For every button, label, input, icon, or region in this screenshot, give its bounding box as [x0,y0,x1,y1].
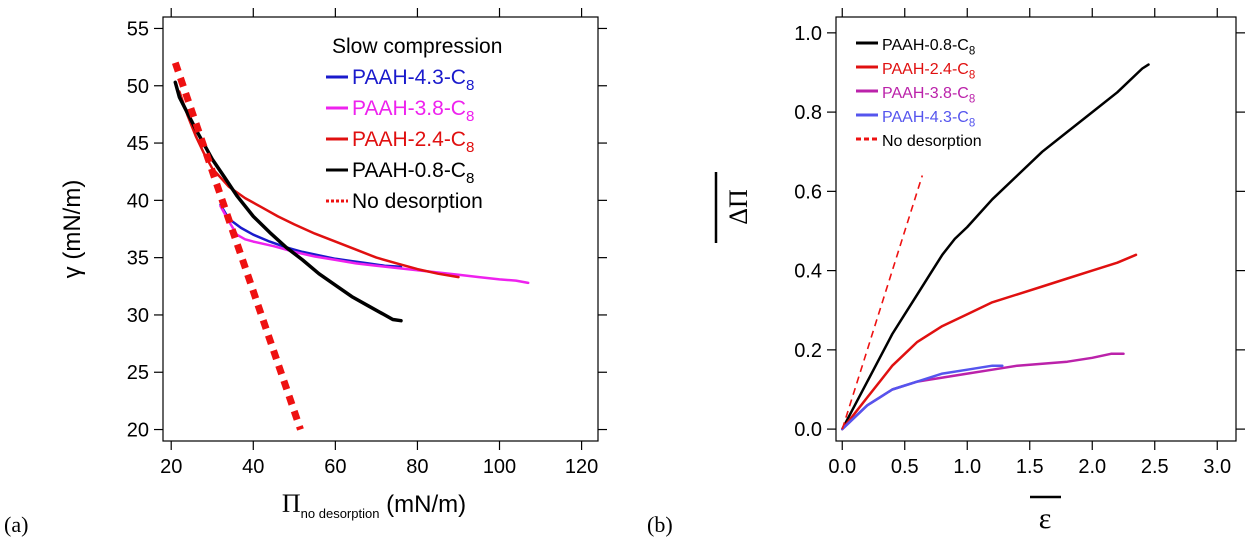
x-tick-label: 2.5 [1141,456,1169,478]
series-line-paah-3-8-c8 [219,204,530,285]
y-tick-label: 50 [127,76,149,98]
y-tick-label: 1.0 [794,23,822,45]
y-tick-label: 40 [127,190,149,212]
panel-label-a: (a) [4,512,29,537]
legend-label-paah-4-3-c8: PAAH-4.3-C8 [882,109,975,129]
legend-label-paah-3-8-c8: PAAH-3.8-C8 [352,97,474,125]
x-tick-label: 3.0 [1203,456,1231,478]
x-axis-label: Πno desorption (mN/m) [282,489,466,521]
legend-label-paah-2-4-c8: PAAH-2.4-C8 [352,128,474,156]
x-tick-label: 0.5 [891,456,919,478]
y-tick-label: 35 [127,248,149,270]
y-axis-label: ΔΠ [724,189,753,225]
x-tick-label: 100 [483,456,516,478]
x-tick-label: 0.0 [828,456,856,478]
series-line-no-desorption [841,175,924,430]
x-tick-label: 120 [565,456,598,478]
x-tick-label: 20 [160,456,182,478]
y-tick-label: 30 [127,305,149,327]
legend-title: Slow compression [332,35,502,58]
legend: PAAH-0.8-C8 PAAH-2.4-C8 PAAH-3.8-C8 PAAH-4.… [856,37,982,150]
plot-frame [835,16,1237,442]
chart-a: 20 40 60 80 100 120 20 25 30 35 40 45 50 55 Slow compr… [59,8,607,521]
legend-label-paah-0-8-c8: PAAH-0.8-C8 [882,37,975,57]
x-tick-label: 40 [242,456,264,478]
x-tick-label: 1.5 [1016,456,1044,478]
y-tick-label: 0.8 [794,102,822,124]
legend-label-paah-3-8-c8: PAAH-3.8-C8 [882,85,975,105]
series-line-paah-3-8-c8 [841,352,1125,431]
legend-label-paah-4-3-c8: PAAH-4.3-C8 [352,66,474,94]
y-tick-label: 20 [127,420,149,442]
series-line-paah-2-4-c8 [841,253,1138,431]
legend-label-no-desorption: No desorption [352,190,483,213]
legend-label-no-desorption: No desorption [882,133,982,150]
legend-label-paah-2-4-c8: PAAH-2.4-C8 [882,61,975,81]
plot-frame [162,16,599,442]
y-tick-label: 0.6 [794,181,822,203]
x-tick-label: 1.0 [953,456,981,478]
panel-label-b: (b) [647,512,673,537]
series-line-paah-2-4-c8 [178,90,460,279]
legend-label-paah-0-8-c8: PAAH-0.8-C8 [352,159,474,187]
y-tick-label: 45 [127,133,149,155]
legend: Slow compression PAAH-4.3-C8 PAAH-3.8-C8 PA… [326,35,502,213]
x-tick-label: 2.0 [1078,456,1106,478]
y-tick-label: 0.4 [794,261,822,283]
series-line-paah-0-8-c8 [841,63,1150,431]
series-line-paah-4-3-c8 [841,364,1004,431]
x-tick-label: 60 [324,456,346,478]
x-tick-label: 80 [406,456,428,478]
y-tick-label: 55 [127,18,149,40]
series-line-paah-4-3-c8 [219,203,403,269]
y-tick-label: 0.2 [794,340,822,362]
y-tick-label: 0.0 [794,419,822,441]
y-tick-label: 25 [127,362,149,384]
chart-b: 0.0 0.5 1.0 1.5 2.0 2.5 3.0 0.0 0.2 0.4 0.6 0.8 1.0 P… [714,8,1245,535]
y-axis-label: γ (mN/m) [59,180,86,279]
series-line-no-desorption [171,61,304,431]
x-axis-label: ε [1039,502,1052,535]
